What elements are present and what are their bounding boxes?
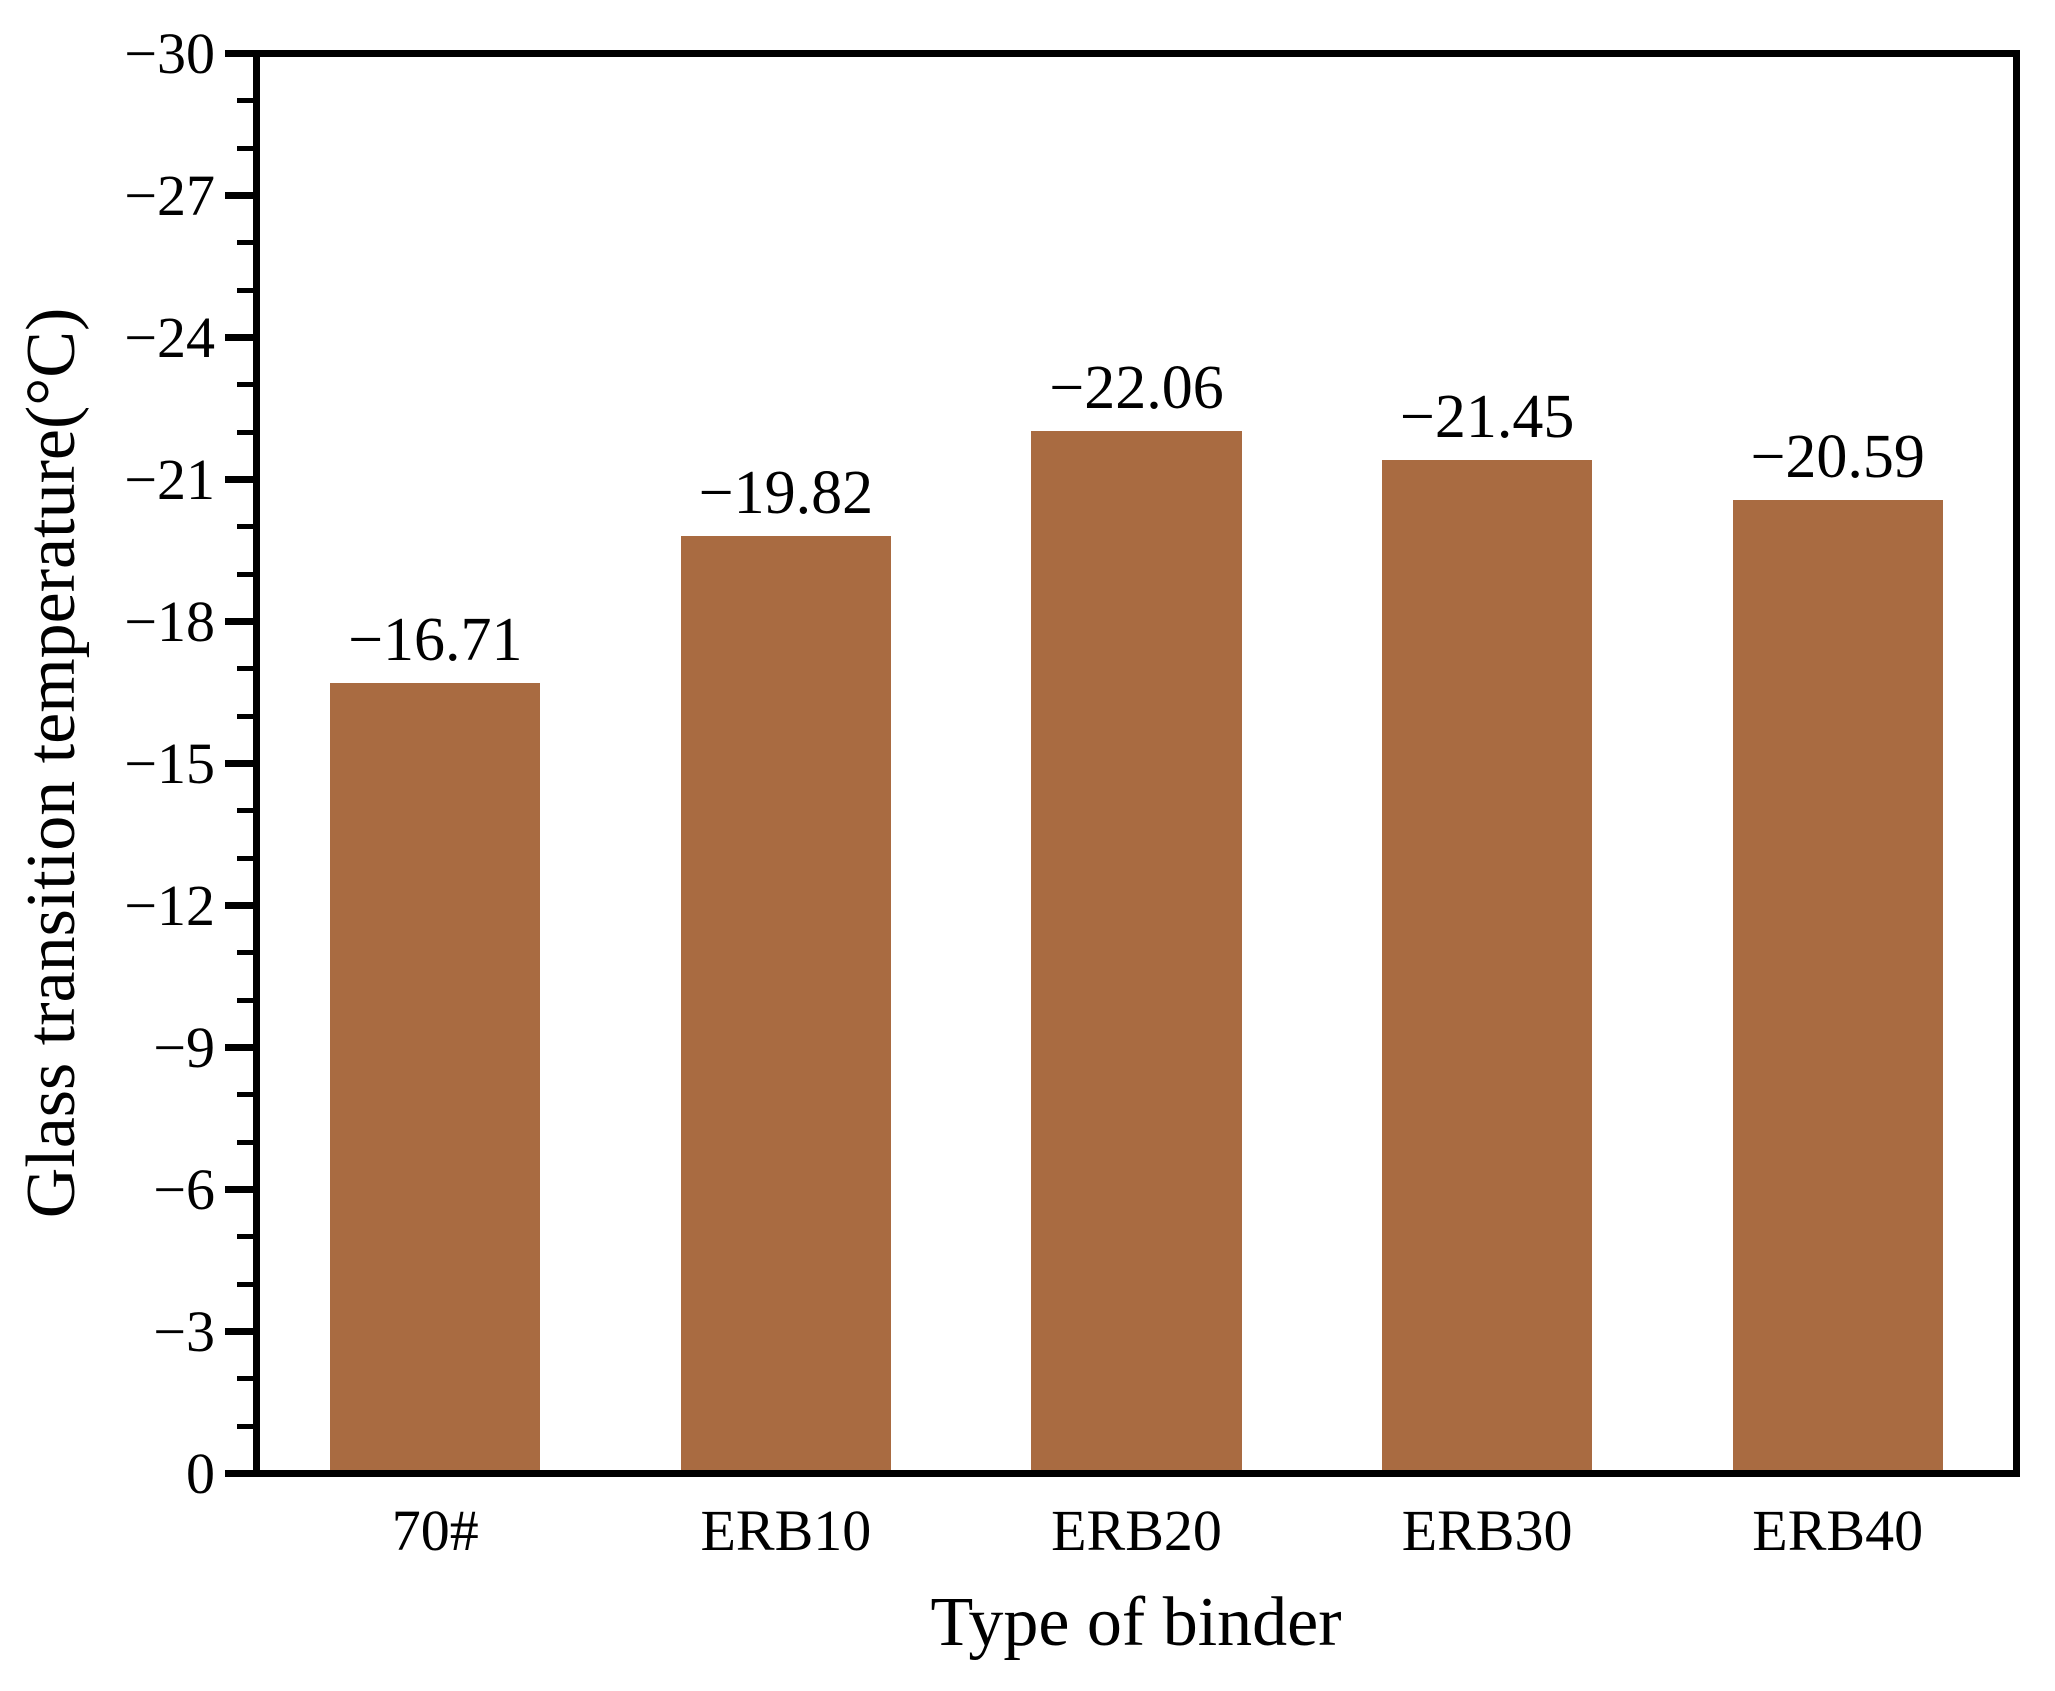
y-minor-tick xyxy=(237,808,253,814)
y-tick-label: −18 xyxy=(124,588,215,654)
y-minor-tick xyxy=(237,1376,253,1382)
y-minor-tick xyxy=(237,1139,253,1145)
y-tick-label: −3 xyxy=(153,1298,215,1364)
x-category-label: ERB40 xyxy=(1752,1498,1924,1563)
y-minor-tick xyxy=(237,855,253,861)
y-tick-label: −24 xyxy=(124,304,215,370)
bar xyxy=(1732,500,1943,1470)
y-tick xyxy=(225,1044,253,1051)
x-category-label: ERB30 xyxy=(1401,1498,1573,1563)
y-tick-label: −30 xyxy=(124,20,215,86)
bar-value-label: −20.59 xyxy=(1750,423,1925,492)
y-tick-label: −6 xyxy=(153,1156,215,1222)
y-tick xyxy=(225,476,253,483)
y-minor-tick xyxy=(237,950,253,956)
y-axis-title: Glass transition temperature(°C) xyxy=(13,307,90,1219)
y-tick-label: −27 xyxy=(124,162,215,228)
y-minor-tick xyxy=(237,382,253,388)
bar xyxy=(1031,430,1242,1470)
bar xyxy=(680,536,892,1470)
y-tick xyxy=(225,1470,253,1477)
y-tick xyxy=(225,50,253,57)
y-tick-label: −9 xyxy=(153,1014,215,1080)
bar xyxy=(1381,459,1593,1470)
y-tick-label: 0 xyxy=(186,1440,215,1506)
y-tick xyxy=(225,1328,253,1335)
y-minor-tick xyxy=(237,1423,253,1429)
y-minor-tick xyxy=(237,240,253,246)
y-tick xyxy=(225,192,253,199)
x-category-label: ERB20 xyxy=(1051,1498,1222,1563)
bar xyxy=(330,682,541,1470)
x-category-label: ERB10 xyxy=(700,1498,872,1563)
y-minor-tick xyxy=(237,571,253,577)
y-tick xyxy=(225,902,253,909)
y-minor-tick xyxy=(237,524,253,530)
y-minor-tick xyxy=(237,997,253,1003)
y-tick-label: −15 xyxy=(124,730,215,796)
bar-value-label: −22.06 xyxy=(1049,353,1224,422)
x-category-label: 70# xyxy=(391,1498,479,1563)
y-minor-tick xyxy=(237,98,253,104)
y-tick xyxy=(225,1186,253,1193)
y-tick-label: −12 xyxy=(124,872,215,938)
y-minor-tick xyxy=(237,1092,253,1098)
y-minor-tick xyxy=(237,666,253,672)
y-minor-tick xyxy=(237,145,253,151)
bar-value-label: −21.45 xyxy=(1399,382,1575,451)
y-minor-tick xyxy=(237,1234,253,1240)
x-axis-title: Type of binder xyxy=(930,1584,1342,1661)
y-minor-tick xyxy=(237,429,253,435)
bar-value-label: −19.82 xyxy=(698,459,874,528)
y-minor-tick xyxy=(237,713,253,719)
y-tick xyxy=(225,618,253,625)
y-minor-tick xyxy=(237,1281,253,1287)
y-tick xyxy=(225,334,253,341)
bar-value-label: −16.71 xyxy=(348,605,523,674)
y-minor-tick xyxy=(237,287,253,293)
y-tick-label: −21 xyxy=(124,446,215,512)
y-tick xyxy=(225,760,253,767)
